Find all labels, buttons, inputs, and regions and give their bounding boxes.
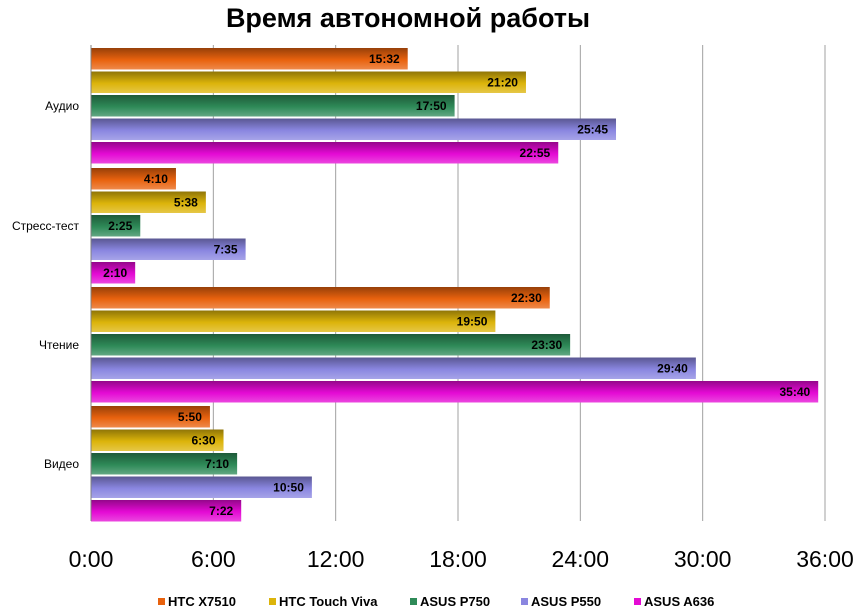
bar: [91, 168, 176, 190]
bar: [91, 381, 819, 403]
bar: [91, 48, 408, 70]
bar-value-label: 7:22: [209, 504, 233, 518]
category-label: Стресс-тест: [12, 219, 80, 233]
bar-value-label: 22:30: [511, 291, 542, 305]
legend-label: ASUS P550: [531, 594, 601, 609]
category-labels: Аудио Стресс-тест Чтение Видео: [12, 99, 80, 471]
bar: [91, 191, 206, 213]
legend: HTC X7510 HTC Touch Viva ASUS P750 ASUS P55…: [158, 594, 714, 609]
bar-value-label: 7:10: [205, 457, 229, 471]
category-label: Чтение: [39, 338, 79, 352]
bar: [91, 453, 238, 475]
bar: [91, 142, 559, 164]
bar: [91, 429, 224, 451]
bar: [91, 500, 242, 522]
bar-value-label: 10:50: [273, 480, 304, 494]
bar-value-label: 6:30: [191, 433, 215, 447]
bar: [91, 287, 550, 309]
bar: [91, 95, 455, 117]
x-tick-label: 30:00: [674, 546, 732, 572]
bar-value-label: 23:30: [531, 338, 562, 352]
bar: [91, 357, 696, 379]
bar: [91, 262, 136, 284]
bar-value-label: 19:50: [457, 314, 488, 328]
legend-label: ASUS A636: [644, 594, 714, 609]
bars: 15:32 21:20 17:50 25:45 22:55 4:10 5:38 2:25 7:3…: [91, 48, 819, 522]
legend-swatch: [410, 598, 417, 605]
x-tick-label: 12:00: [307, 546, 365, 572]
bar-value-label: 2:10: [103, 266, 127, 280]
category-label: Видео: [44, 457, 79, 471]
legend-swatch: [269, 598, 276, 605]
bar-value-label: 29:40: [657, 361, 688, 375]
bar-value-label: 7:35: [214, 242, 238, 256]
bar: [91, 71, 526, 93]
bar: [91, 334, 571, 356]
legend-label: ASUS P750: [420, 594, 490, 609]
bar: [91, 310, 496, 332]
x-tick-label: 24:00: [552, 546, 610, 572]
bar-value-label: 35:40: [780, 385, 811, 399]
bar-value-label: 25:45: [577, 122, 608, 136]
legend-label: HTC Touch Viva: [279, 594, 378, 609]
bar-value-label: 15:32: [369, 52, 400, 66]
bar: [91, 238, 246, 260]
x-tick-labels: 0:00 6:00 12:00 18:00 24:00 30:00 36:00: [69, 546, 854, 572]
category-label: Аудио: [45, 99, 79, 113]
legend-swatch: [158, 598, 165, 605]
bar-value-label: 21:20: [487, 75, 518, 89]
bar: [91, 406, 210, 428]
legend-swatch: [521, 598, 528, 605]
bar-value-label: 17:50: [416, 99, 447, 113]
bar-value-label: 5:38: [174, 195, 198, 209]
bar-value-label: 4:10: [144, 172, 168, 186]
x-tick-label: 6:00: [191, 546, 236, 572]
x-tick-label: 36:00: [796, 546, 854, 572]
bar-value-label: 2:25: [108, 219, 132, 233]
x-tick-label: 0:00: [69, 546, 114, 572]
x-tick-label: 18:00: [429, 546, 487, 572]
legend-swatch: [634, 598, 641, 605]
bar-value-label: 22:55: [520, 146, 551, 160]
legend-label: HTC X7510: [168, 594, 236, 609]
bar: [91, 476, 312, 498]
bar: [91, 118, 617, 140]
chart-title: Время автономной работы: [226, 3, 590, 33]
bar-value-label: 5:50: [178, 410, 202, 424]
bar: [91, 215, 141, 237]
